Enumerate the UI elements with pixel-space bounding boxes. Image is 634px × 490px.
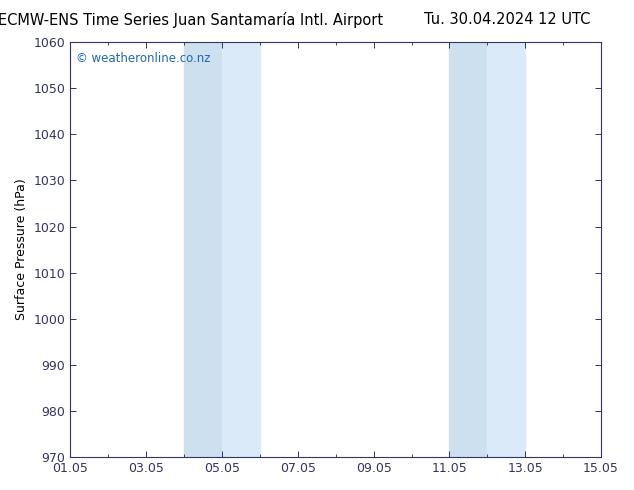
Text: © weatheronline.co.nz: © weatheronline.co.nz (75, 52, 210, 66)
Bar (184, 42, 222, 457)
Bar (450, 42, 488, 457)
Text: ECMW-ENS Time Series Juan Santamaría Intl. Airport: ECMW-ENS Time Series Juan Santamaría Int… (0, 12, 383, 28)
Text: Tu. 30.04.2024 12 UTC: Tu. 30.04.2024 12 UTC (424, 12, 590, 27)
Bar (488, 42, 525, 457)
Bar (222, 42, 260, 457)
Y-axis label: Surface Pressure (hPa): Surface Pressure (hPa) (15, 179, 28, 320)
Title: ECMW-ENS Time Series Juan Santamaría Intl. Airport    Tu. 30.04.2024 12 UTC: ECMW-ENS Time Series Juan Santamaría Int… (0, 489, 1, 490)
